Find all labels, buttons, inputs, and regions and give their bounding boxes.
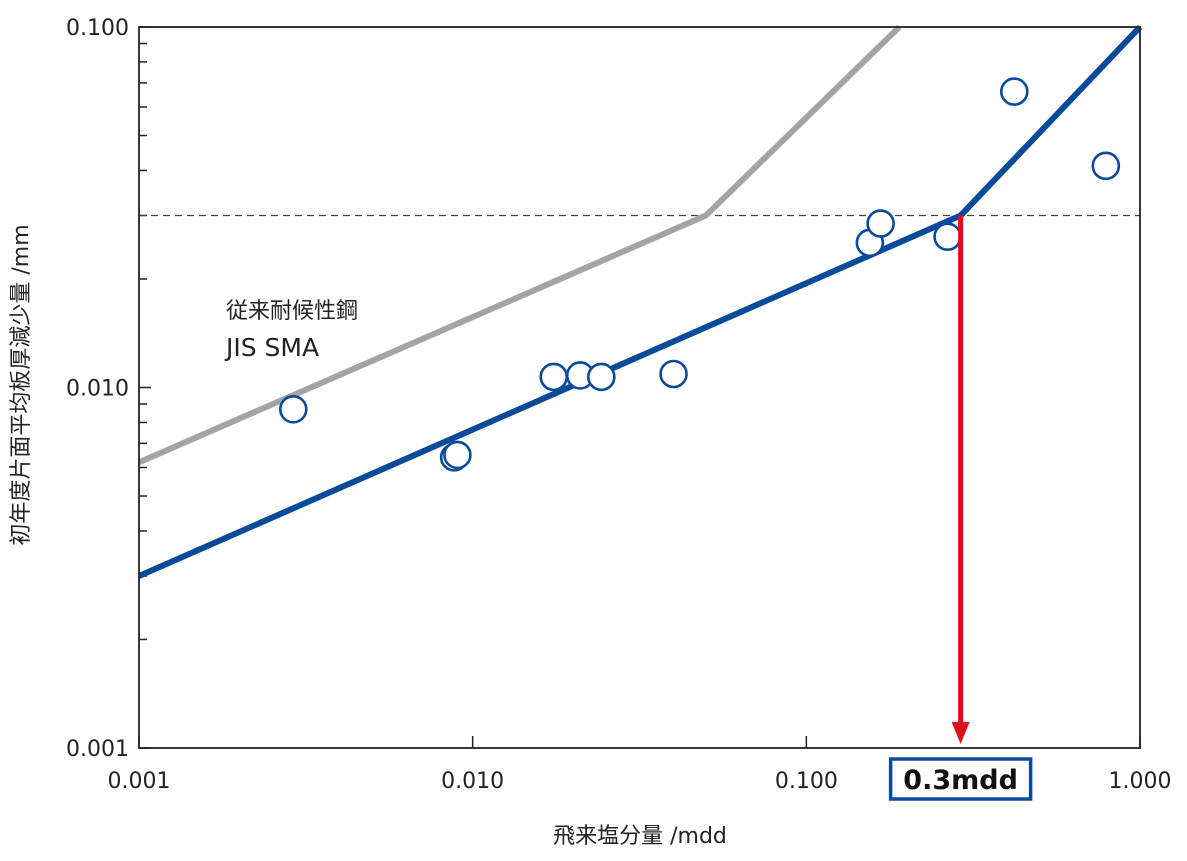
data-point — [866, 209, 895, 238]
y-tick-label: 0.001 — [66, 737, 129, 762]
series-label-jis-sma: 従来耐候性鋼 — [226, 299, 358, 324]
x-tick-label: 0.001 — [108, 769, 171, 794]
data-point — [1091, 151, 1121, 181]
y-tick-label: 0.100 — [66, 16, 129, 41]
x-tick-label: 0.010 — [441, 769, 504, 794]
series-label-jis-sma-code: JIS SMA — [224, 333, 319, 362]
minor-ticks — [138, 26, 1141, 749]
data-points — [278, 77, 1121, 472]
data-point — [659, 359, 688, 389]
data-point — [587, 362, 616, 392]
x-tick-label: 0.100 — [775, 769, 838, 794]
y-axis-title: 初年度片面平均板厚減少量 /mm — [9, 224, 34, 545]
highlight-arrow — [951, 215, 970, 744]
data-point — [443, 440, 472, 470]
highlight-label: 0.3mdd — [903, 765, 1018, 796]
x-tick-label: 1.000 — [1109, 769, 1172, 794]
y-tick-labels: 0.001 0.010 0.100 — [66, 16, 129, 762]
x-axis-title: 飛来塩分量 /mdd — [553, 824, 727, 849]
plot-frame — [138, 26, 1141, 749]
data-point — [933, 222, 962, 252]
jis-sma-annotation: 従来耐候性鋼 JIS SMA — [224, 299, 358, 362]
x-tick-labels: 0.001 0.010 0.100 1.000 — [108, 769, 1172, 794]
series-line-jis-sma — [137, 24, 902, 466]
data-point — [539, 362, 569, 392]
data-point — [278, 395, 308, 424]
data-point — [999, 77, 1029, 106]
y-tick-label: 0.010 — [66, 377, 129, 402]
highlight-box-frame — [888, 757, 1033, 801]
highlight-box: 0.3mdd — [888, 757, 1033, 801]
arrow-head — [951, 722, 970, 744]
